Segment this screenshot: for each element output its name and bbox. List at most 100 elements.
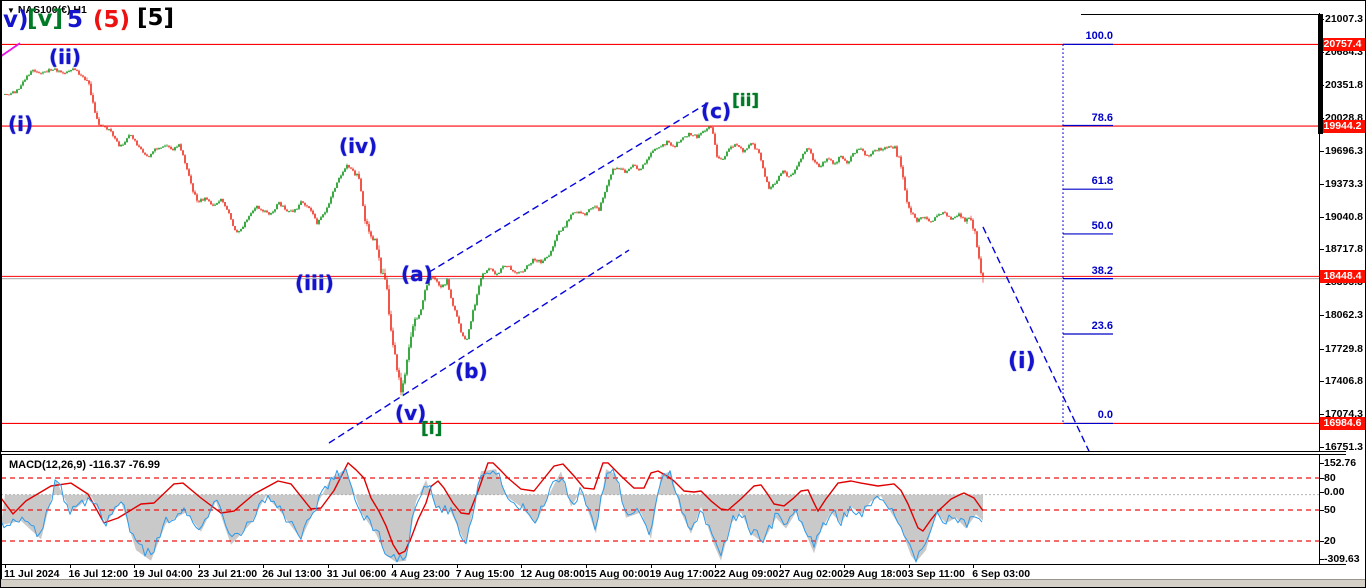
macd-scale-80: 80 [1324, 472, 1336, 484]
macd-scale--309.63: -309.63 [1324, 553, 1360, 565]
time-label-2: 19 Jul 04:00 [133, 568, 193, 580]
fib-level-label-100.0[interactable]: 100.0 [1085, 30, 1113, 43]
price-tick-17729.8: 17729.8 [1325, 342, 1363, 355]
price-badge-19944.2: 19944.2 [1320, 119, 1365, 133]
time-label-4: 26 Jul 13:00 [262, 568, 322, 580]
time-tick-mark [521, 564, 523, 568]
time-tick-mark [715, 564, 716, 568]
price-tick-mark [1319, 446, 1324, 448]
fib-level-label-0.0[interactable]: 0.0 [1097, 409, 1113, 422]
price-tick-mark [1319, 381, 1324, 382]
wave-label-3[interactable]: (iii) [295, 271, 334, 295]
pane-divider[interactable] [1, 451, 1346, 455]
wave-label-7[interactable]: [i] [421, 419, 443, 439]
symbol-name: NAS100(€),H1 [17, 4, 87, 16]
wave-label-4[interactable]: (a) [401, 262, 433, 286]
price-axis-border [1319, 13, 1320, 564]
price-tick-mark [1319, 414, 1324, 416]
price-tick-18062.3: 18062.3 [1325, 309, 1363, 322]
time-tick-mark [456, 564, 458, 568]
time-label-1: 16 Jul 12:00 [68, 568, 129, 580]
time-label-6: 4 Aug 23:00 [391, 568, 450, 580]
price-tick-mark [1319, 348, 1324, 350]
wave-label-10[interactable]: (i) [1008, 349, 1036, 374]
macd-pane[interactable] [1, 456, 1320, 564]
time-label-14: 3 Sep 11:00 [907, 568, 965, 580]
time-label-5: 31 Jul 06:00 [326, 568, 387, 580]
price-badge-18448.4: 18448.4 [1320, 269, 1365, 283]
price-tick-17406.8: 17406.8 [1325, 375, 1363, 387]
macd-tick-mark [1319, 463, 1324, 464]
price-tick-mark [1319, 216, 1324, 218]
wave-degree-badge-5[interactable]: [5] [137, 5, 175, 31]
wave-degree-badge-2[interactable]: [v] [27, 6, 64, 32]
window-left-border [1, 1, 2, 579]
window-bottom-strip [1, 579, 1365, 587]
macd-values: -116.37 -76.99 [89, 459, 161, 471]
time-tick-mark [327, 564, 329, 568]
macd-tick-mark [1319, 492, 1324, 493]
time-tick-mark [908, 564, 910, 568]
fib-level-label-78.6[interactable]: 78.6 [1091, 111, 1113, 124]
time-label-10: 19 Aug 17:00 [649, 568, 714, 580]
macd-scale-152.76: 152.76 [1324, 457, 1357, 469]
price-tick-19040.8: 19040.8 [1325, 210, 1363, 223]
price-tick-16751.3: 16751.3 [1325, 440, 1363, 453]
wave-degree-badge-4[interactable]: (5) [93, 7, 131, 33]
time-label-12: 27 Aug 02:00 [778, 568, 843, 580]
price-tick-mark [1319, 315, 1324, 317]
fib-level-label-61.8[interactable]: 61.8 [1091, 175, 1113, 188]
time-tick-mark [650, 564, 652, 568]
macd-scale-50: 50 [1324, 504, 1336, 516]
price-badge-20757.4: 20757.4 [1320, 37, 1365, 51]
wave-label-5[interactable]: (b) [455, 359, 488, 383]
time-axis-separator [1, 564, 1346, 565]
wave-label-2[interactable]: (iv) [339, 134, 378, 158]
time-tick-mark [844, 564, 846, 568]
time-label-0: 11 Jul 2024 [4, 568, 60, 580]
time-tick-mark [973, 564, 975, 568]
time-tick-mark [69, 564, 71, 568]
price-tick-mark [1319, 183, 1324, 185]
price-tick-18717.8: 18717.8 [1325, 243, 1363, 256]
time-tick-mark [198, 564, 200, 568]
time-label-8: 12 Aug 08:00 [520, 568, 585, 580]
time-label-11: 22 Aug 09:00 [714, 568, 779, 580]
wave-label-1[interactable]: (i) [8, 112, 34, 136]
main-chart-pane[interactable] [1, 1, 1320, 451]
macd-tick-mark [1319, 478, 1324, 479]
wave-degree-badge-1[interactable]: v) [3, 7, 29, 33]
wave-label-9[interactable]: [ii] [732, 91, 760, 111]
macd-scale-20: 20 [1324, 535, 1336, 547]
price-tick-mark [1319, 151, 1324, 152]
fib-level-label-50.0[interactable]: 50.0 [1091, 219, 1113, 232]
fib-level-label-23.6[interactable]: 23.6 [1091, 320, 1113, 332]
time-label-7: 7 Aug 15:00 [455, 568, 515, 580]
wave-degree-badge-3[interactable]: 5 [67, 7, 84, 33]
fib-level-label-38.2[interactable]: 38.2 [1091, 264, 1113, 277]
price-tick-19696.3: 19696.3 [1325, 145, 1363, 157]
macd-scale-0.00: 0.00 [1324, 486, 1345, 498]
time-tick-mark [392, 564, 394, 568]
chart-dropdown-icon[interactable]: ▼ [7, 6, 15, 15]
time-label-13: 29 Aug 18:00 [843, 568, 908, 580]
time-tick-mark [585, 564, 587, 568]
price-tick-21007.3: 21007.3 [1325, 13, 1363, 26]
scale-marker-bar [1318, 14, 1323, 134]
time-tick-mark [263, 564, 265, 568]
time-tick-mark [5, 564, 6, 568]
price-tick-mark [1319, 249, 1324, 251]
macd-tick-mark [1319, 510, 1324, 511]
time-tick-mark [134, 564, 136, 568]
price-tick-19373.3: 19373.3 [1325, 177, 1363, 190]
price-tick-20351.8: 20351.8 [1325, 79, 1363, 92]
symbol-label[interactable]: ▼ NAS100(€),H1 [7, 4, 87, 16]
time-label-3: 23 Jul 21:00 [197, 568, 258, 580]
wave-label-8[interactable]: (c) [701, 99, 732, 123]
top-border-line [1081, 14, 1323, 15]
wave-label-6[interactable]: (v) [395, 401, 427, 425]
wave-label-0[interactable]: (ii) [49, 45, 81, 69]
time-label-9: 15 Aug 00:00 [584, 568, 650, 580]
macd-tick-mark [1319, 559, 1324, 560]
